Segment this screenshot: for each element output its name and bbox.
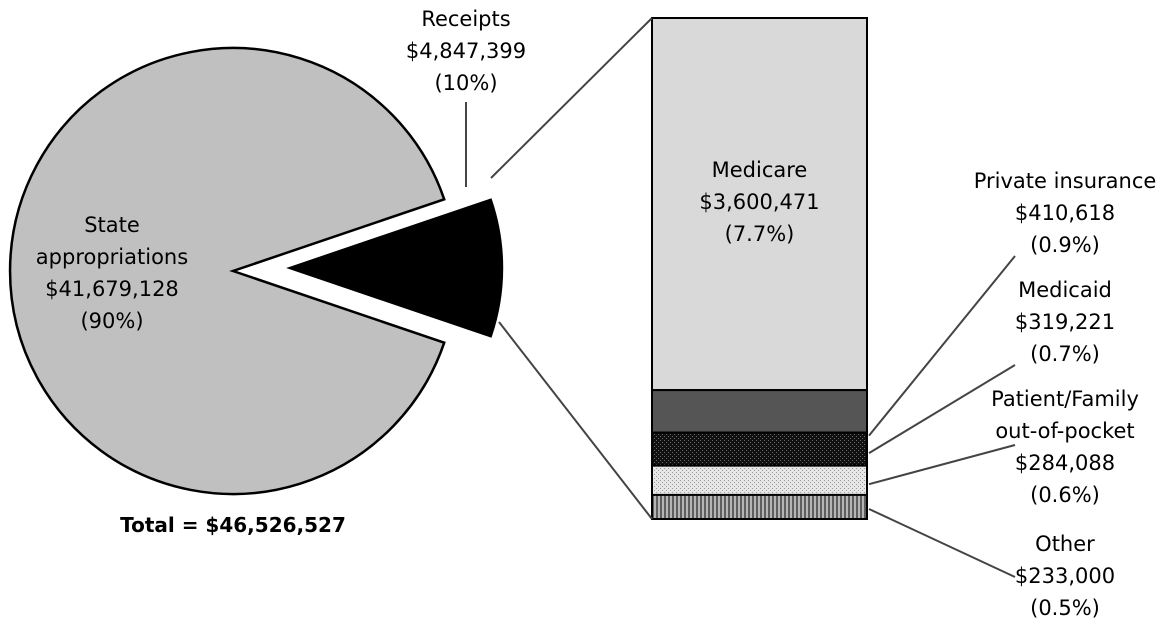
bar-segment-private-insurance — [651, 389, 868, 434]
leader-line-private-insurance — [868, 255, 1016, 437]
pie-total-label: Total = $46,526,527 — [120, 513, 346, 537]
bar-segment-medicaid — [651, 431, 868, 467]
connector-line-bottom — [498, 321, 653, 520]
pie-slice-receipts — [286, 198, 504, 338]
connector-lines — [465, 17, 1016, 578]
label-group: State appropriations $41,679,128 (90%) Recei… — [36, 7, 1156, 620]
stacked-bar-group — [651, 17, 868, 520]
pie-label-state-appropriations: State appropriations $41,679,128 (90%) — [36, 213, 188, 333]
pie-group — [8, 46, 504, 496]
bar-label-patient-family-out-of-pocket: Patient/Family out-of-pocket $284,088 (0.6%… — [991, 387, 1139, 507]
pie-label-receipts: Receipts $4,847,399 (10%) — [406, 7, 526, 95]
bar-segment-other — [651, 493, 868, 520]
bar-label-private-insurance: Private insurance $410,618 (0.9%) — [974, 169, 1157, 257]
leader-line-medicaid — [868, 364, 1016, 454]
bar-label-medicare: Medicare $3,600,471 (7.7%) — [699, 158, 819, 246]
bar-segment-medicare — [651, 17, 868, 392]
bar-label-medicaid: Medicaid $319,221 (0.7%) — [1015, 278, 1115, 366]
connector-line-top — [490, 17, 653, 179]
leader-line-other — [868, 508, 1016, 578]
leader-line-patient-family-out-of-pocket — [868, 444, 1016, 486]
bar-label-other: Other $233,000 (0.5%) — [1015, 532, 1115, 620]
pie-slice-state-appropriations — [8, 46, 446, 496]
bar-segment-patient-family-out-of-pocket — [651, 464, 868, 497]
